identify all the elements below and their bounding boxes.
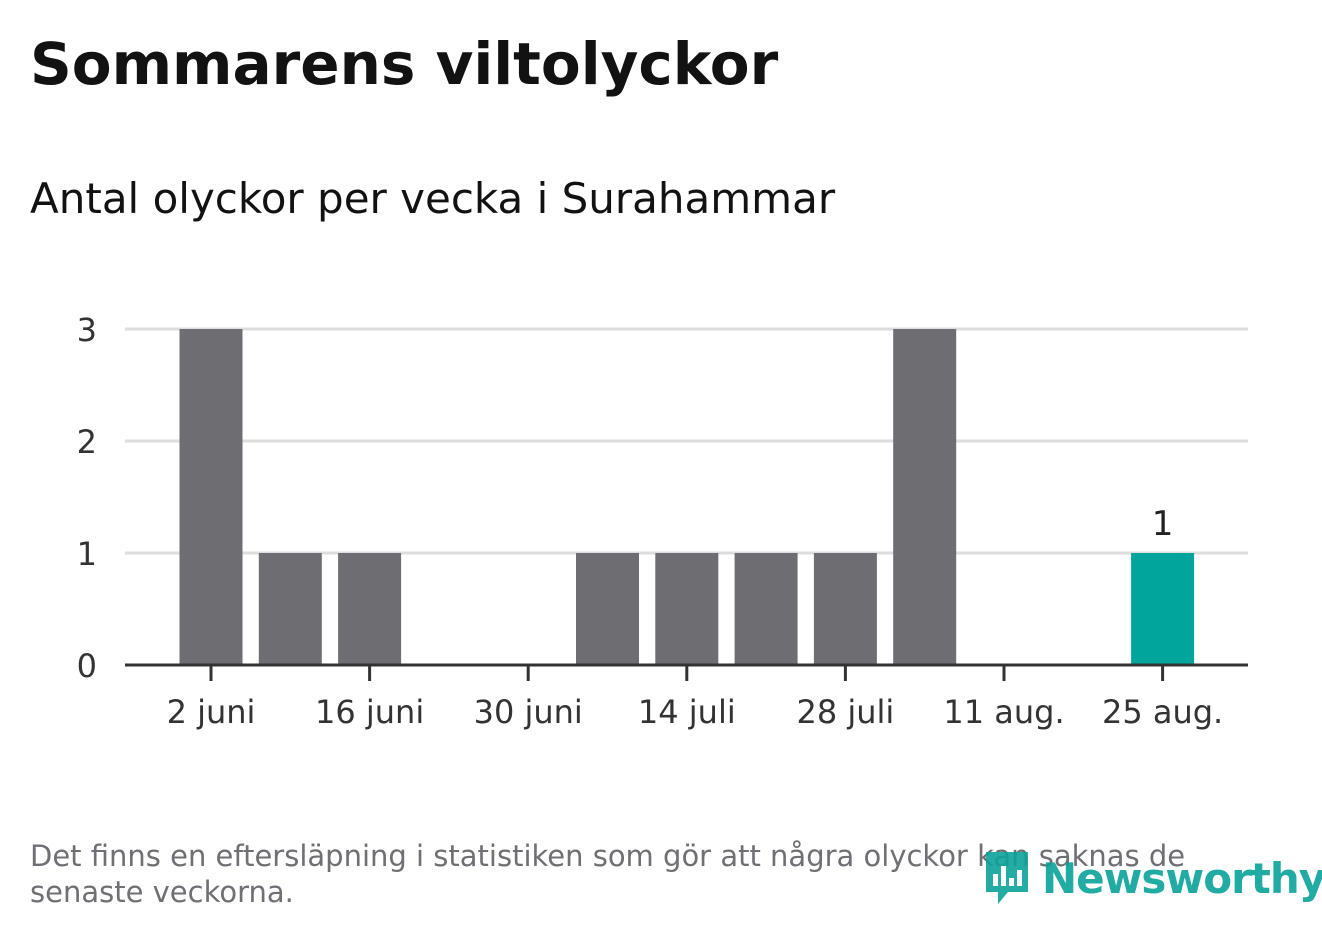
chart-subtitle: Antal olyckor per vecka i Surahammar	[30, 174, 836, 223]
x-tick-label: 16 juni	[315, 693, 424, 731]
y-tick-label: 0	[77, 647, 97, 685]
newsworthy-bar-icon	[986, 852, 1028, 904]
grid-lines	[125, 327, 1248, 555]
data-label: 1	[1152, 504, 1174, 544]
logo-text: Newsworthy	[1042, 853, 1322, 903]
x-tick-label: 30 juni	[474, 693, 583, 731]
y-tick-label: 2	[77, 423, 97, 461]
chart-title: Sommarens viltolyckor	[30, 30, 779, 98]
bar-14 juli	[655, 553, 719, 665]
x-tick-label: 2 juni	[167, 693, 256, 731]
bar-chart: 0 1 2 3 1 2 juni 16 juni 30 juni 14 juli 28 juli 1…	[77, 311, 1248, 731]
bar-25 aug.	[1131, 553, 1195, 665]
bar-4 aug.	[893, 329, 957, 665]
x-tick-label: 11 aug.	[943, 693, 1064, 731]
bar-16 juni	[338, 553, 402, 665]
y-tick-label: 1	[77, 535, 97, 573]
bar-21 juli	[734, 553, 798, 665]
x-tick-label: 25 aug.	[1102, 693, 1223, 731]
x-tick-label: 14 juli	[638, 693, 736, 731]
bar-2 juni	[179, 329, 243, 665]
labels: 0 1 2 3 1 2 juni 16 juni 30 juni 14 juli 28 juli 1…	[77, 311, 1224, 731]
newsworthy-logo: Newsworthy	[982, 848, 1322, 908]
bar-28 juli	[813, 553, 877, 665]
bar-9 juni	[258, 553, 322, 665]
bar-7 juli	[576, 553, 639, 665]
bars	[179, 329, 1195, 665]
x-tick-label: 28 juli	[796, 693, 894, 731]
y-tick-label: 3	[77, 311, 97, 349]
axes	[125, 663, 1248, 681]
